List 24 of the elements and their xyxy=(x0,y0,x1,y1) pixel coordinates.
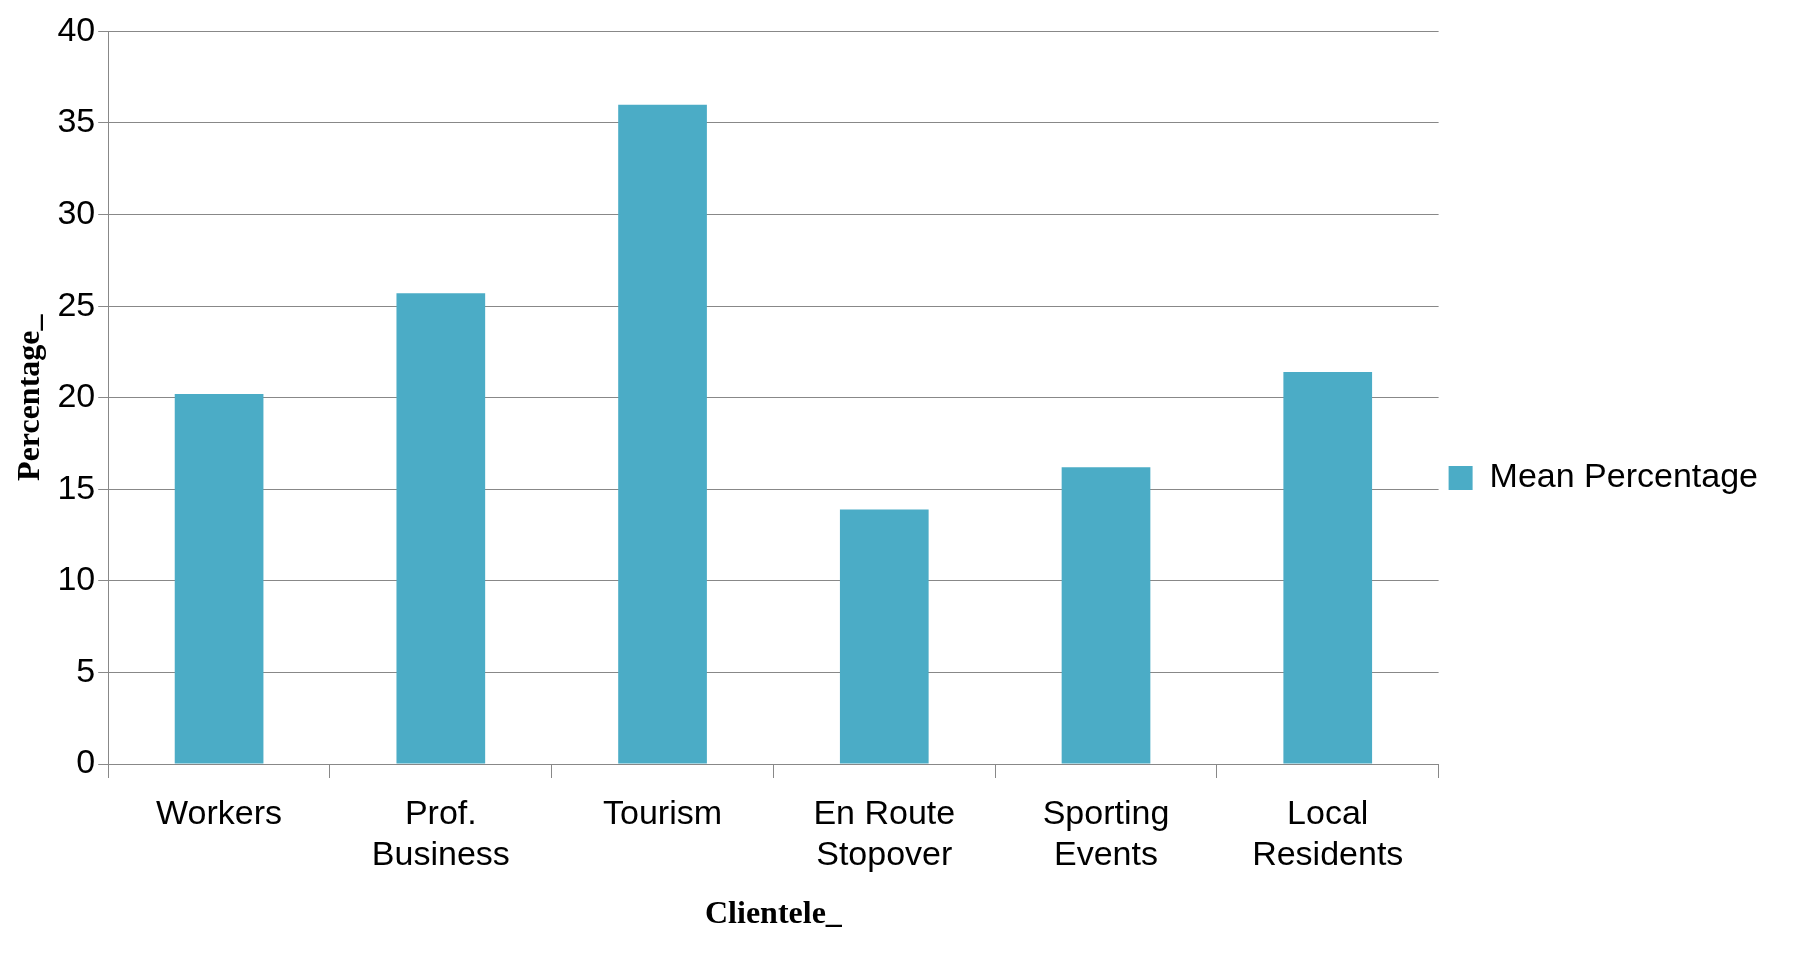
x-tick-label: Sporting Events xyxy=(1042,792,1170,872)
y-tick-label: 20 xyxy=(57,376,96,415)
x-tick-label: Local Residents xyxy=(1252,792,1404,872)
y-tick-label: 30 xyxy=(57,192,96,231)
bar xyxy=(396,293,486,764)
x-tick-label: Workers xyxy=(156,792,283,831)
bar xyxy=(1061,467,1151,764)
y-tick-label: 10 xyxy=(57,559,96,598)
bar xyxy=(618,104,707,764)
y-tick-label: 5 xyxy=(76,650,96,689)
y-tick-label: 15 xyxy=(57,467,96,506)
y-tick-label: 25 xyxy=(57,284,96,323)
y-axis-title: Percentage_ xyxy=(10,313,47,481)
y-tick-label: 40 xyxy=(57,9,96,48)
x-tick-label: Prof. Business xyxy=(371,792,510,872)
x-axis-title: Clientele_ xyxy=(704,894,843,931)
bar xyxy=(839,509,929,764)
bar xyxy=(174,394,264,764)
x-tick-label: En Route Stopover xyxy=(813,792,956,872)
y-tick-label: 0 xyxy=(76,742,96,781)
x-tick-label: Tourism xyxy=(603,792,723,831)
bar xyxy=(1283,372,1373,764)
y-tick-label: 35 xyxy=(57,101,96,140)
legend-label: Mean Percentage xyxy=(1489,456,1759,495)
